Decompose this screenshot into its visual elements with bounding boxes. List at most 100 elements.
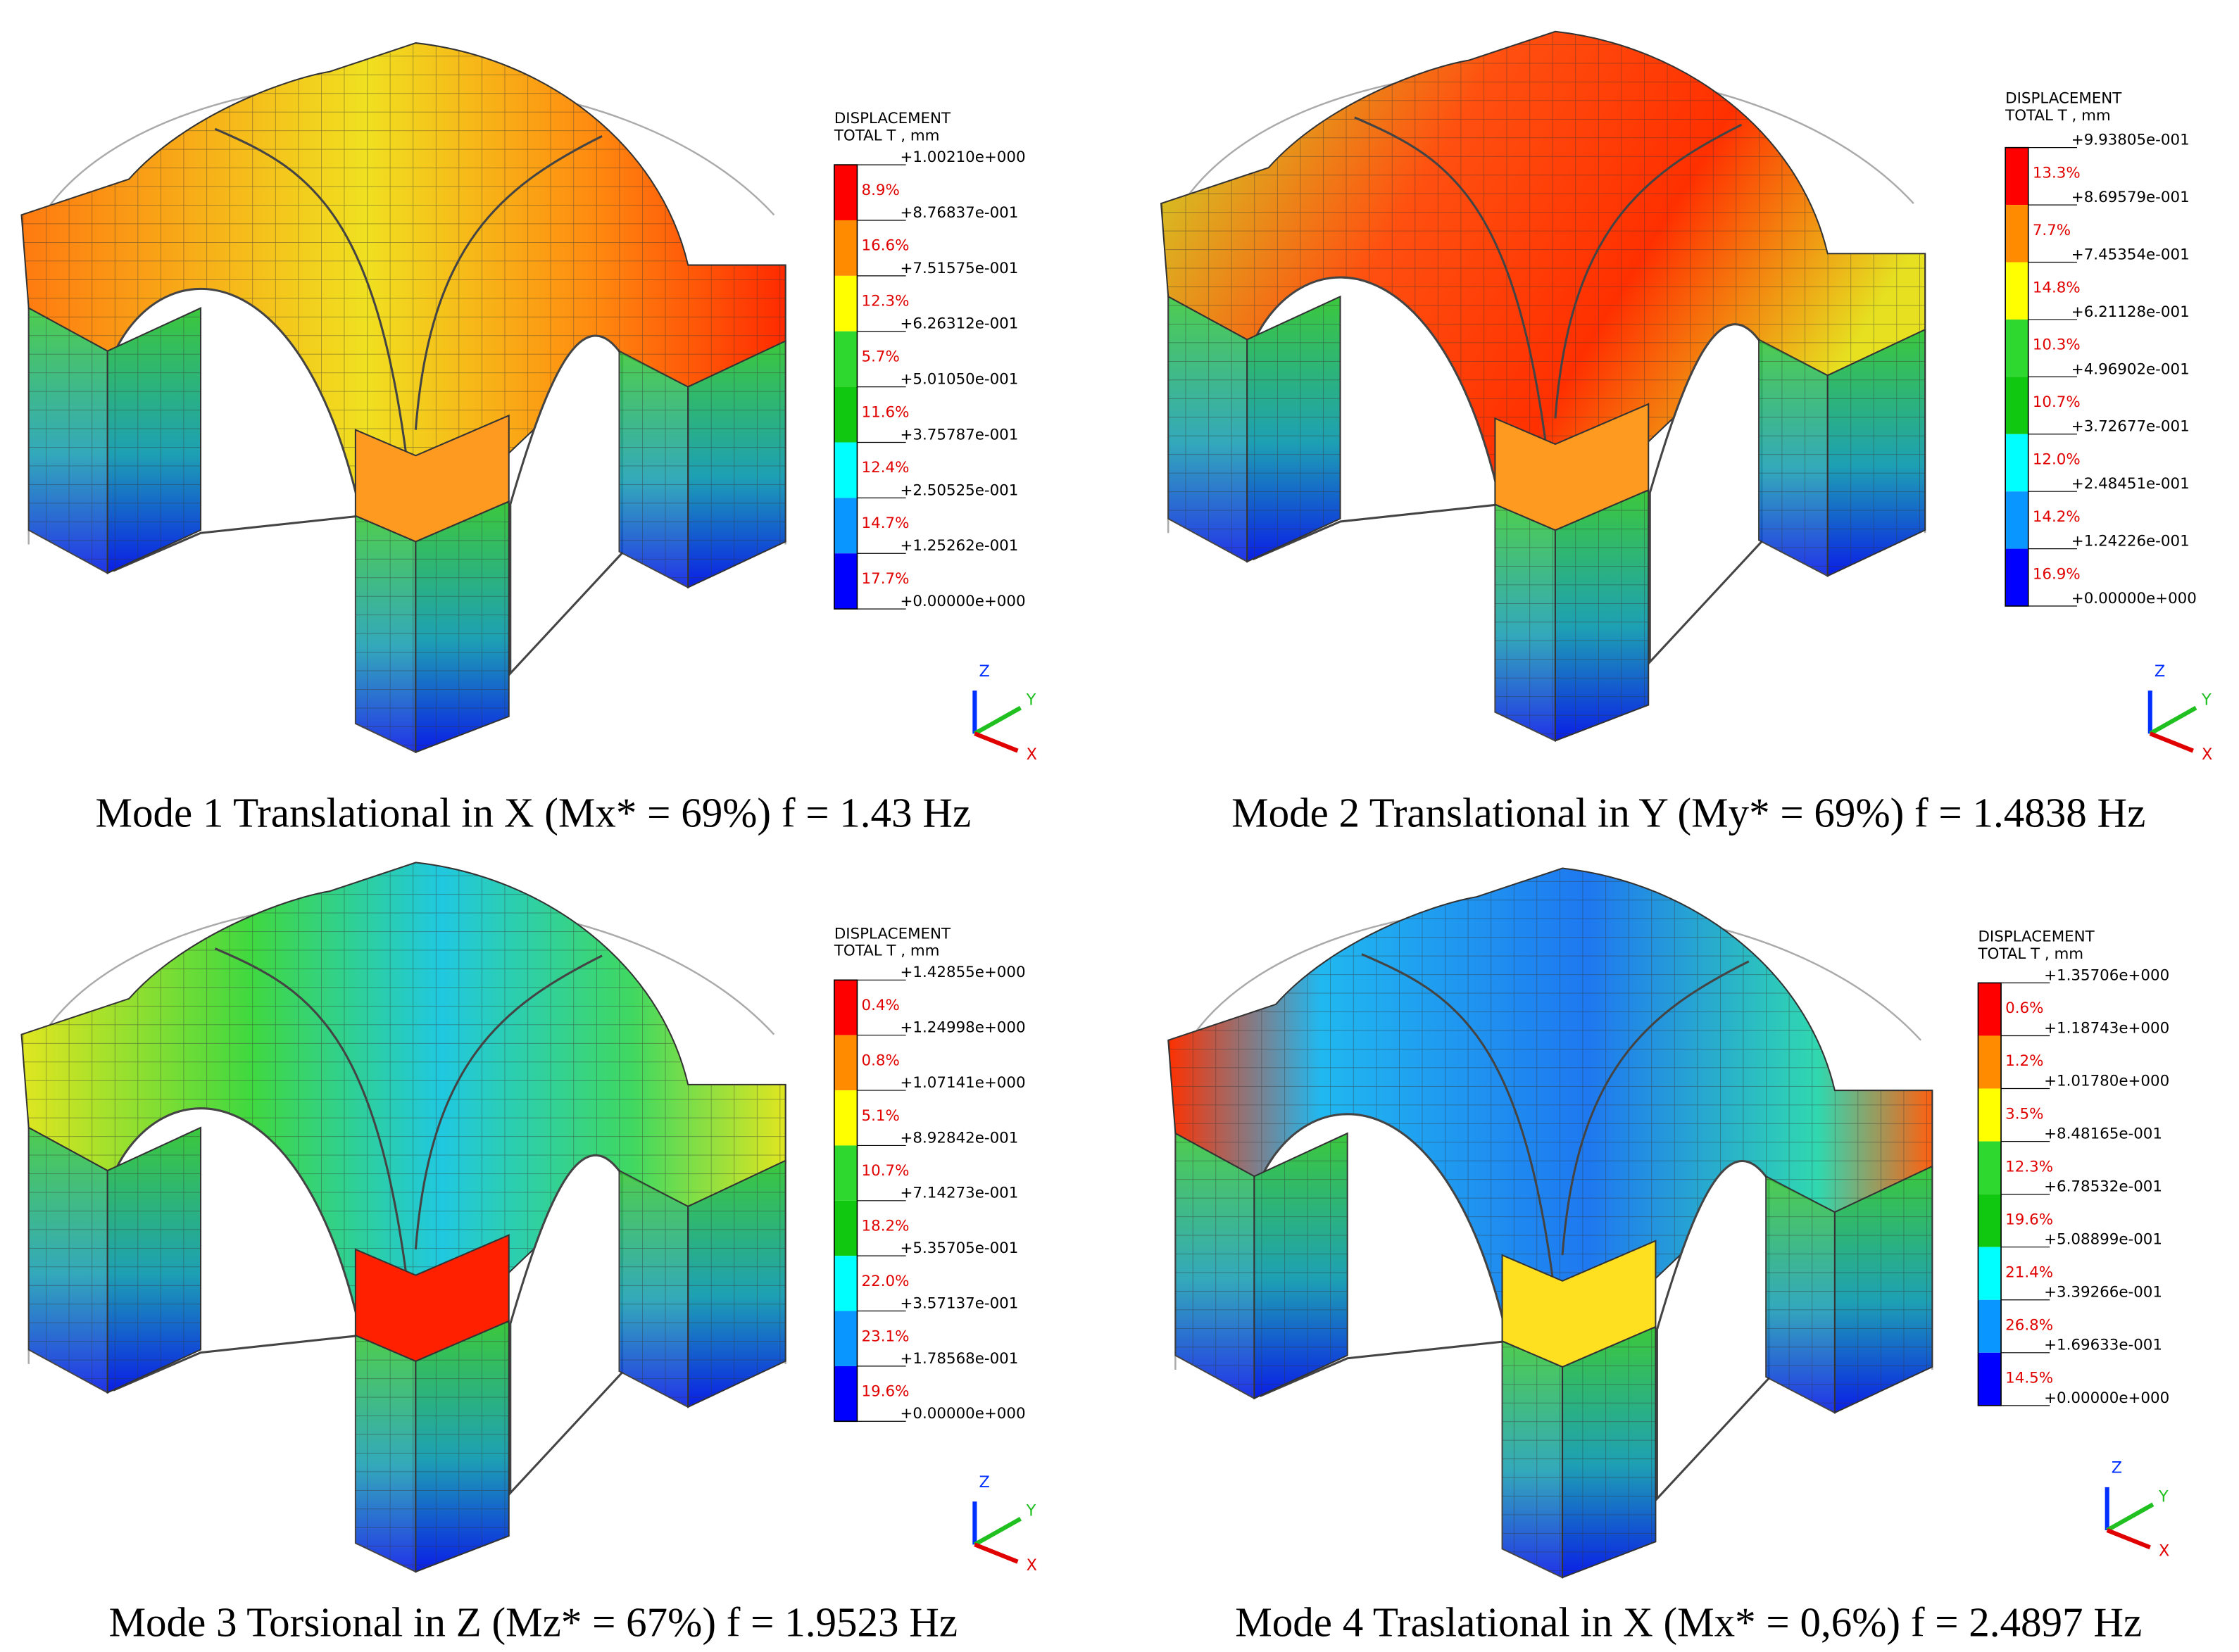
legend-percentage: 0.4%	[862, 997, 900, 1014]
vault-model	[1167, 867, 1933, 1579]
legend-title: TOTAL T , mm	[834, 127, 940, 144]
pillar-cap	[354, 1234, 510, 1362]
caption: Mode 2 Translational in Y (My* = 69%) f …	[1231, 790, 2145, 836]
legend-title: DISPLACEMENT	[834, 110, 951, 127]
legend-percentage: 17.7%	[862, 570, 910, 588]
pillar-mesh	[619, 351, 689, 588]
legend-value: +1.24226e-001	[2071, 533, 2190, 550]
pillar-mesh	[688, 341, 786, 588]
legend-swatch	[834, 165, 858, 220]
legend-swatch	[2005, 262, 2028, 320]
legend-value: +8.69579e-001	[2071, 189, 2190, 206]
pillar-mesh	[1555, 490, 1649, 741]
groin-edge	[214, 947, 603, 1361]
legend-swatch	[1978, 1141, 2002, 1194]
axis-label: Z	[979, 662, 989, 681]
legend-percentage: 5.1%	[862, 1107, 900, 1125]
axis-label: Y	[1026, 1502, 1036, 1520]
pillar-mesh	[1766, 1176, 1835, 1413]
legend-percentage: 19.6%	[862, 1383, 910, 1401]
legend-swatch	[834, 275, 858, 332]
legend-percentage: 21.4%	[2005, 1263, 2053, 1281]
legend-title: DISPLACEMENT	[2005, 90, 2122, 108]
vault-model	[1160, 30, 1926, 742]
pillar-mesh	[1495, 504, 1555, 741]
legend-swatch	[834, 386, 858, 443]
legend-title: TOTAL T , mm	[1977, 945, 2083, 963]
pillar-mesh	[107, 308, 201, 574]
axis-label: Y	[2201, 691, 2212, 709]
pillar-mesh	[1834, 1166, 1933, 1413]
legend-percentage: 19.6%	[2005, 1211, 2053, 1228]
axis-triad: Z Y X	[2147, 662, 2212, 764]
legend-value: +5.08899e-001	[2044, 1231, 2162, 1249]
pillar-cap	[1501, 1240, 1657, 1368]
legend-value: +1.00210e+000	[901, 149, 1026, 166]
legend-value: +1.35706e+000	[2044, 966, 2169, 984]
legend-swatch	[1978, 983, 2002, 1036]
legend-swatch	[834, 1311, 858, 1366]
legend-value: +2.50525e-001	[901, 481, 1019, 499]
legend-percentage: 23.1%	[862, 1328, 910, 1345]
axis-arrow	[974, 1542, 1019, 1564]
legend-title: DISPLACEMENT	[834, 925, 951, 942]
legend-swatch	[1978, 1194, 2002, 1247]
axis-arrow	[2149, 731, 2194, 753]
legend-percentage: 5.7%	[862, 348, 900, 365]
vault-model	[20, 862, 786, 1573]
legend-value: +1.42855e+000	[901, 964, 1026, 981]
axis-label: Z	[2112, 1459, 2122, 1477]
legend-percentage: 26.8%	[2005, 1317, 2053, 1335]
pillar-mesh	[1254, 1133, 1348, 1399]
groin-edge	[1361, 953, 1750, 1368]
legend-value: +1.18743e+000	[2044, 1019, 2169, 1037]
legend-value: +7.51575e-001	[901, 260, 1019, 277]
legend-percentage: 1.2%	[2005, 1052, 2043, 1070]
legend-swatch	[2005, 377, 2028, 434]
legend-swatch	[834, 553, 858, 610]
pillar-mesh	[107, 1127, 201, 1393]
legend-swatch	[2005, 147, 2028, 206]
legend-value: +3.72677e-001	[2071, 418, 2190, 436]
axis-arrow	[973, 1517, 1022, 1546]
legend-percentage: 10.7%	[2033, 393, 2081, 411]
legend-title: DISPLACEMENT	[1978, 928, 2095, 945]
caption: Mode 4 Traslational in X (Mx* = 0,6%) f …	[1235, 1599, 2142, 1646]
pillar-mesh	[1168, 296, 1248, 562]
legend-value: +0.00000e+000	[901, 593, 1026, 610]
legend-value: +6.26312e-001	[901, 315, 1019, 333]
legend-swatch	[1978, 1247, 2002, 1300]
legend-swatch	[2005, 491, 2028, 549]
legend-swatch	[2005, 434, 2028, 492]
axis-triad: Z Y X	[972, 1473, 1037, 1575]
legend-value: +9.93805e-001	[2071, 132, 2190, 149]
legend-value: +8.76837e-001	[901, 204, 1019, 222]
pillar-mesh	[1175, 1133, 1255, 1399]
pillar-mesh	[688, 1160, 786, 1407]
legend-value: +5.01050e-001	[901, 371, 1019, 389]
legend-value: +7.14273e-001	[901, 1185, 1019, 1202]
axis-label: X	[1027, 1556, 1037, 1575]
axis-triad: Z Y X	[2105, 1459, 2169, 1560]
legend-swatch	[834, 442, 858, 498]
pillar-mesh	[355, 515, 416, 752]
legend-title: TOTAL T , mm	[834, 942, 940, 960]
legend-percentage: 12.3%	[862, 293, 910, 310]
legend-value: +1.25262e-001	[901, 537, 1019, 555]
legend-percentage: 13.3%	[2033, 164, 2081, 182]
legend-swatch	[1978, 1352, 2002, 1406]
pillar-cap	[354, 414, 510, 543]
legend-percentage: 16.6%	[862, 237, 910, 255]
legend-value: +8.92842e-001	[901, 1129, 1019, 1147]
pillar-cap	[1494, 403, 1650, 531]
groin-edge	[1354, 116, 1743, 531]
axis-label: Y	[1026, 691, 1036, 709]
legend-swatch	[2005, 548, 2028, 607]
legend-percentage: 16.9%	[2033, 565, 2081, 583]
axis-triad: Z Y X	[972, 662, 1037, 764]
legend-percentage: 11.6%	[862, 403, 910, 421]
pillar-mesh	[28, 308, 108, 574]
